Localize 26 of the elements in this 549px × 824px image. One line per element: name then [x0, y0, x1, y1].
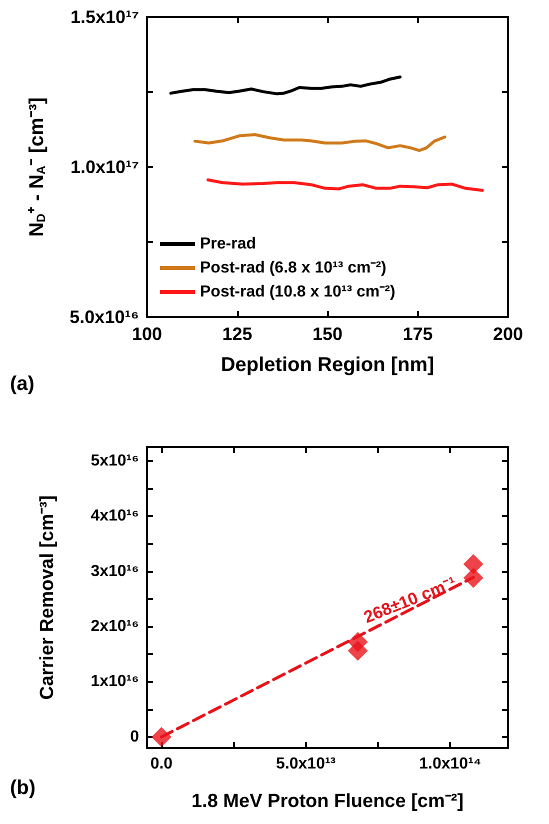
y-tick-label: 2x10¹⁶	[90, 618, 139, 635]
y-tick-label: 1.5x10¹⁷	[70, 7, 139, 27]
y-tick-label: 4x10¹⁶	[90, 508, 139, 525]
x-tick-label: 200	[492, 324, 524, 344]
y-tick-label: 0	[130, 728, 140, 746]
x-tick-label: 175	[402, 324, 433, 344]
x-tick-label: 0.0	[150, 756, 173, 772]
y-axis-title: ND⁺ - NA⁻ [cm⁻³]	[26, 97, 48, 237]
x-tick-label: 125	[222, 324, 252, 344]
y-tick-label: 1x10¹⁶	[90, 673, 139, 690]
legend-label: Post-rad (10.8 x 10¹³ cm⁻²)	[200, 284, 396, 300]
x-tick-label: 100	[132, 324, 162, 344]
x-tick-label: 5.0x10¹³	[276, 756, 336, 772]
text: (a)	[10, 373, 34, 395]
legend-label: Post-rad (6.8 x 10¹³ cm⁻²)	[200, 260, 386, 276]
y-axis-title: Carrier Removal [cm⁻³]	[37, 495, 58, 700]
text: (b)	[10, 777, 36, 799]
x-tick-label: 1.0x10¹⁴	[419, 756, 482, 772]
legend-label: Pre-rad	[200, 236, 256, 252]
y-tick-label: 3x10¹⁶	[90, 562, 139, 580]
x-axis-title: 1.8 MeV Proton Fluence [cm⁻²]	[191, 791, 464, 812]
y-tick-label: 1.0x10¹⁷	[70, 157, 139, 177]
y-tick-label: 5x10¹⁶	[90, 452, 139, 470]
y-tick-label: 5.0x10¹⁶	[70, 307, 139, 327]
x-axis-title: Depletion Region [nm]	[220, 354, 434, 376]
x-tick-label: 150	[312, 324, 343, 344]
